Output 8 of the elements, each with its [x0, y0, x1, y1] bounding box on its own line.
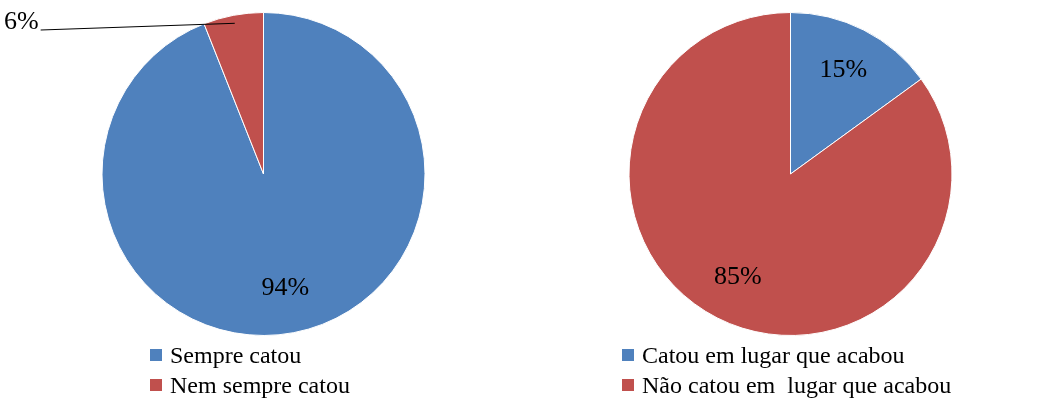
- data-label: 85%: [713, 261, 762, 291]
- legend-label: Não catou em lugar que acabou: [642, 371, 952, 400]
- legend-label: Nem sempre catou: [170, 371, 350, 400]
- legend-label: Sempre catou: [170, 341, 302, 370]
- data-label: 15%: [819, 54, 868, 84]
- data-label: 6%: [4, 5, 39, 35]
- legend-label: Catou em lugar que acabou: [642, 341, 905, 370]
- data-label: 94%: [261, 272, 310, 302]
